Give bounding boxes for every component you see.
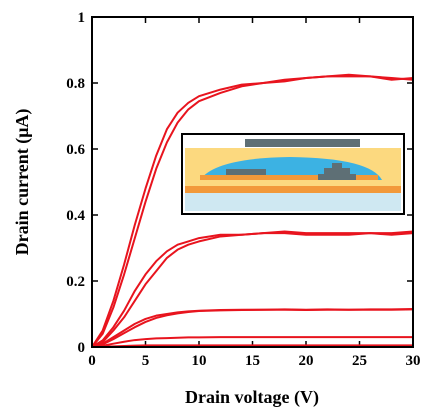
- device-inset: [181, 133, 405, 215]
- source-electrode: [226, 169, 266, 175]
- x-tick-label: 0: [88, 353, 96, 369]
- curve: [91, 308, 414, 348]
- gate-layer: [185, 186, 401, 193]
- x-tick-label: 5: [142, 353, 150, 369]
- x-tick-label: 20: [299, 353, 314, 369]
- curve: [91, 336, 413, 348]
- plot-area: 0 5 10 15 20 25 30 0 0.2 0.4 0.6 0.8 1: [66, 10, 420, 369]
- x-tick-label: 15: [245, 353, 260, 369]
- x-tick-label: 25: [352, 353, 367, 369]
- curve: [91, 232, 414, 348]
- top-gate: [245, 139, 360, 147]
- curve: [91, 75, 414, 348]
- y-tick-label: 0.2: [66, 274, 85, 290]
- x-tick-label: 30: [406, 353, 421, 369]
- y-tick-label: 0.4: [66, 208, 85, 224]
- y-tick-label: 0.6: [66, 142, 85, 158]
- substrate: [185, 193, 401, 211]
- drain-electrode: [318, 163, 356, 180]
- curve: [91, 230, 414, 348]
- x-tick-label: 10: [192, 353, 207, 369]
- curve: [91, 73, 414, 348]
- x-axis-label: Drain voltage (V): [185, 387, 319, 408]
- curve: [91, 344, 413, 348]
- y-axis-label: Drain current (μA): [12, 109, 33, 256]
- channel: [200, 175, 378, 180]
- y-tick-label: 1: [78, 10, 86, 26]
- y-tick-label: 0.8: [66, 76, 85, 92]
- y-tick-label: 0: [78, 340, 86, 356]
- plot-frame: [91, 16, 414, 348]
